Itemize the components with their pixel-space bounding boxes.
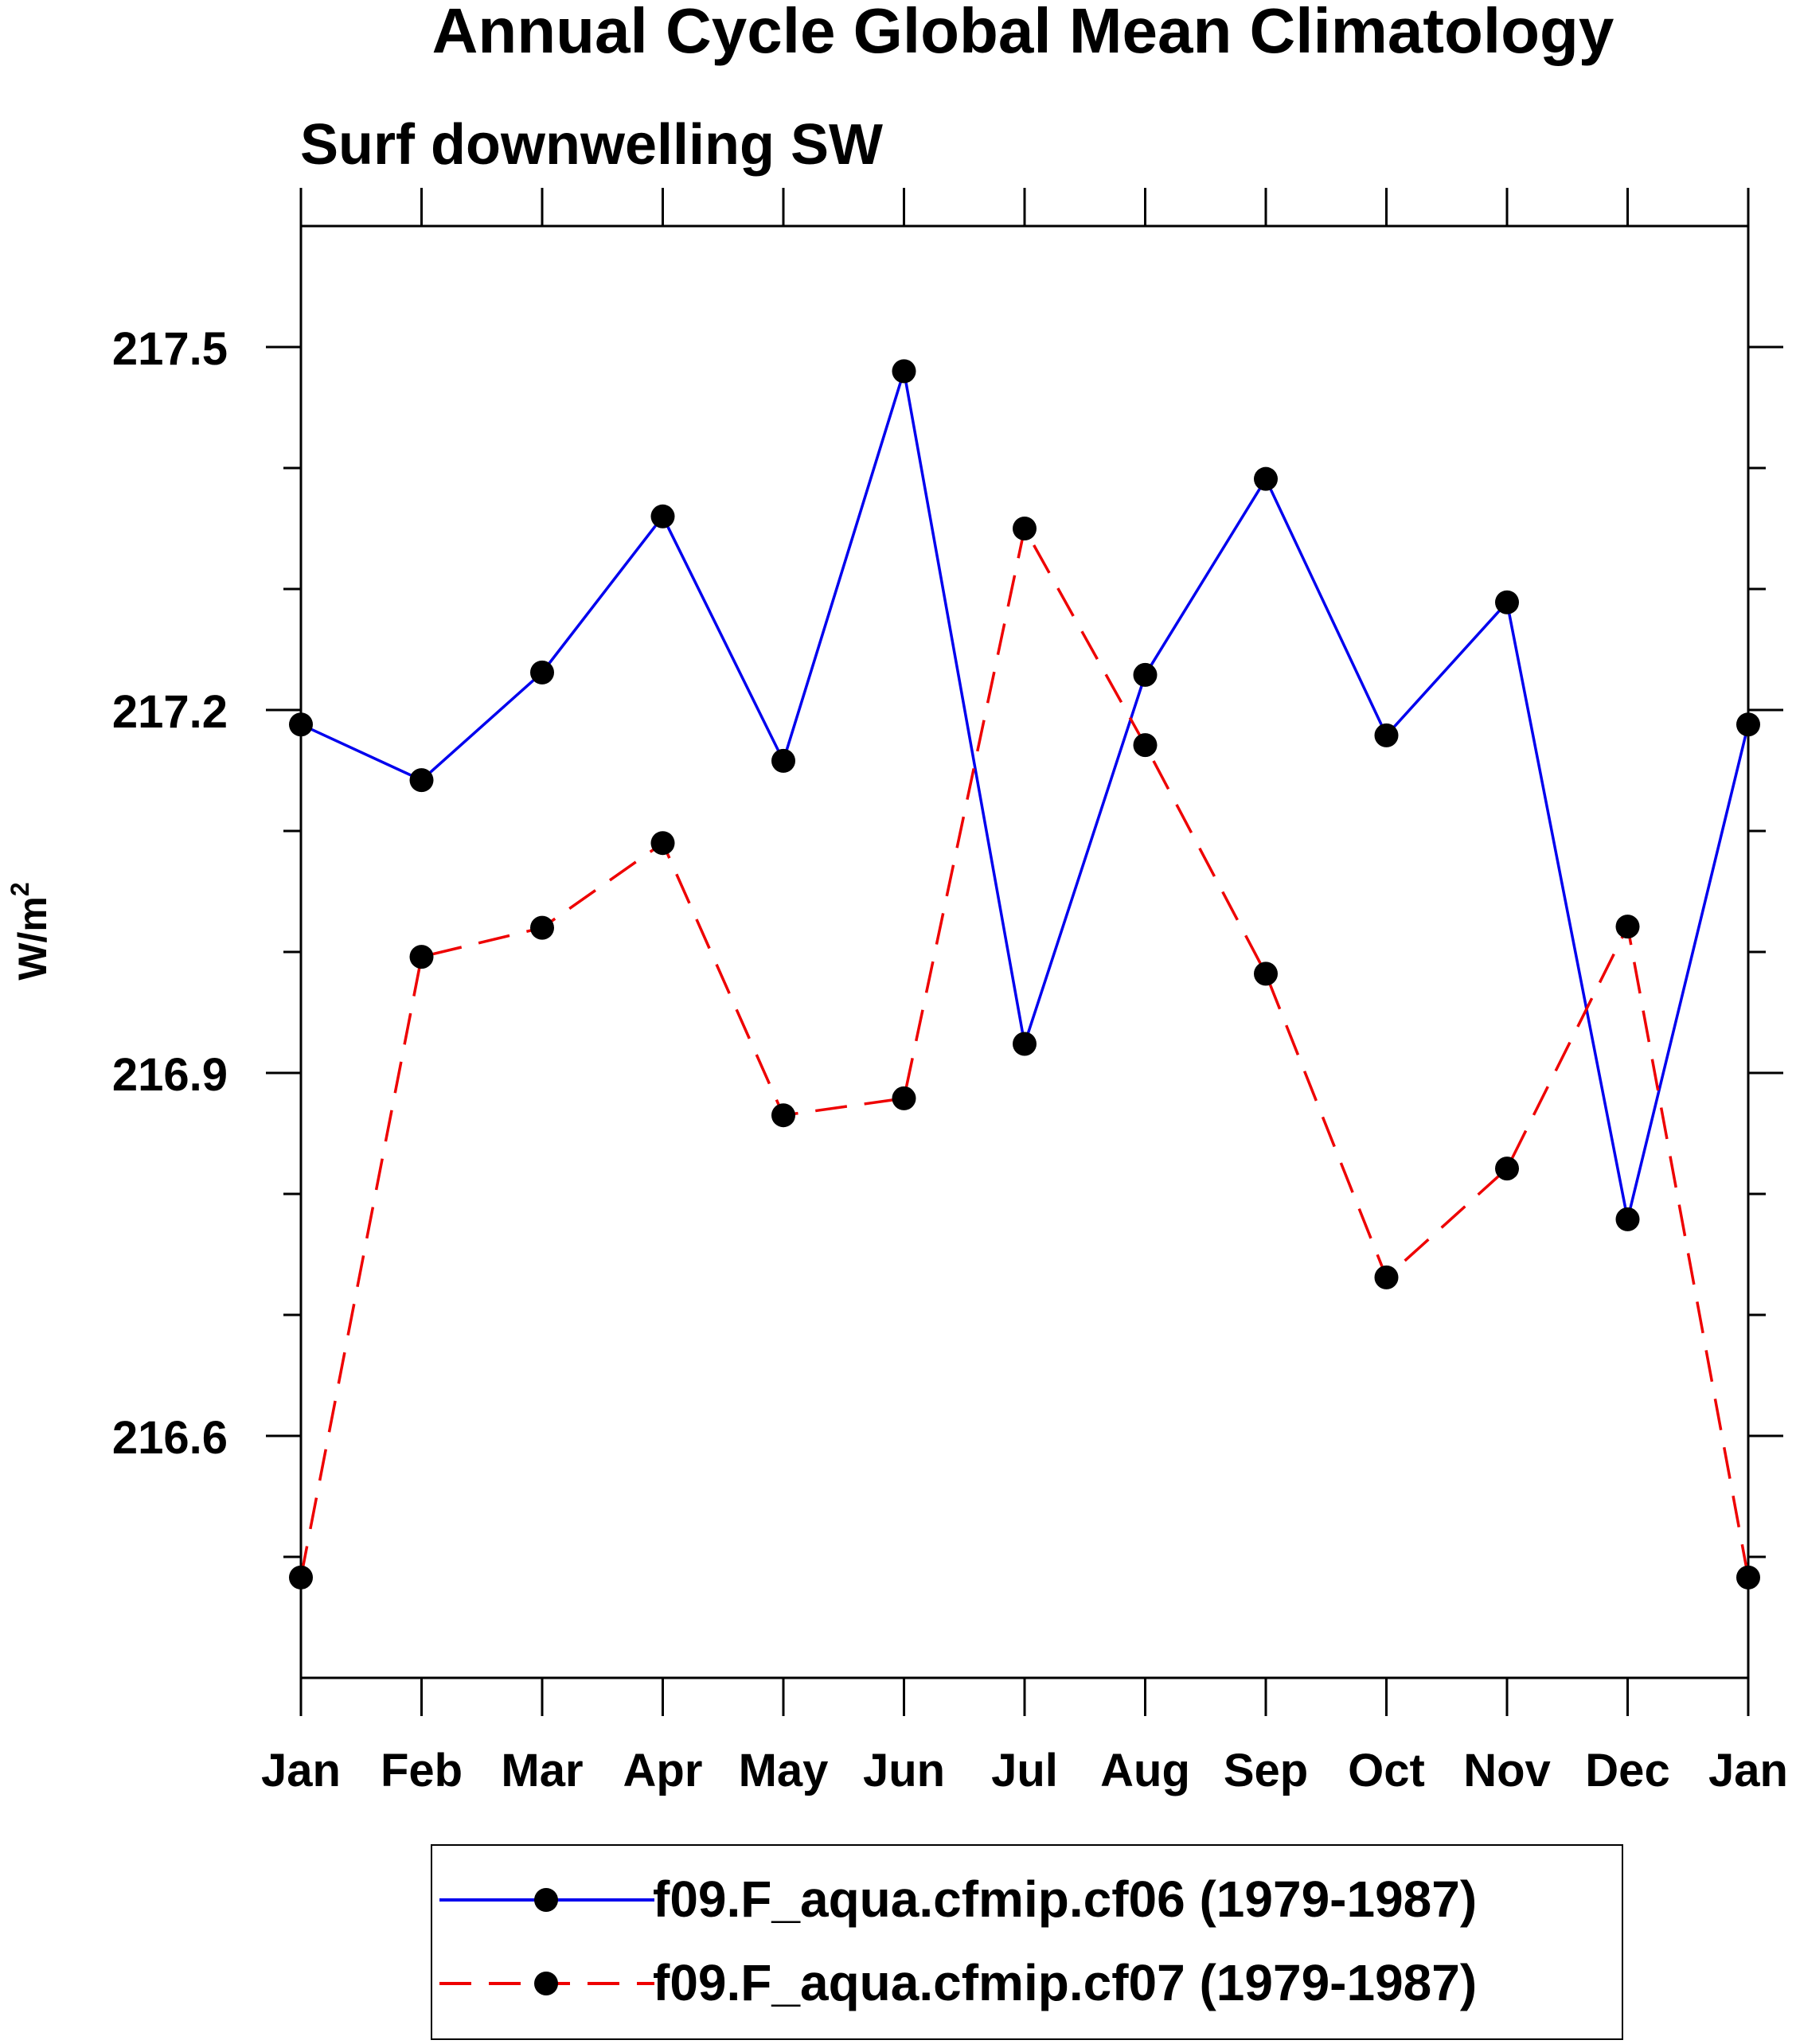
data-point-cf06 <box>1495 590 1519 614</box>
legend-label-cf06: f09.F_aqua.cfmip.cf06 (1979-1987) <box>653 1870 1477 1928</box>
x-tick-labels: Jan Feb Mar Apr May Jun Jul Aug Sep Oct Nov Dec Jan <box>261 1745 1788 1796</box>
data-point-cf07 <box>1736 1565 1760 1590</box>
legend-marker-cf07 <box>534 1972 558 1995</box>
y-tick-labels: 216.6 216.9 217.2 217.5 <box>112 323 228 1464</box>
data-point-cf07 <box>289 1565 313 1590</box>
data-point-cf07 <box>892 1086 916 1110</box>
chart-subtitle: Surf downwelling SW <box>300 113 883 177</box>
data-point-cf07 <box>1374 1265 1399 1289</box>
y-tick-label: 216.6 <box>112 1412 228 1464</box>
data-point-cf06 <box>1615 1207 1640 1231</box>
legend-marker-cf06 <box>534 1888 558 1912</box>
x-tick-label: Feb <box>381 1745 463 1796</box>
data-point-cf07 <box>1013 517 1037 540</box>
x-tick-label: Dec <box>1585 1745 1669 1796</box>
data-point-cf06 <box>1013 1032 1037 1056</box>
data-point-cf06 <box>892 359 916 384</box>
y-tick-label: 216.9 <box>112 1049 228 1101</box>
data-point-cf06 <box>1374 723 1399 747</box>
legend-box <box>431 1844 1623 2040</box>
data-point-cf07 <box>1254 962 1278 986</box>
y-tick-label: 217.5 <box>112 323 228 375</box>
chart-title: Annual Cycle Global Mean Climatology <box>432 0 1614 66</box>
x-tick-label: Oct <box>1348 1745 1425 1796</box>
data-point-cf06 <box>1736 712 1760 737</box>
data-point-cf07 <box>409 945 434 969</box>
data-point-cf07 <box>1133 733 1158 758</box>
data-point-cf06 <box>650 504 675 529</box>
axis-ticks <box>266 188 1783 1716</box>
x-tick-label: Aug <box>1100 1745 1190 1796</box>
series-layer <box>289 359 1760 1590</box>
x-tick-label: Sep <box>1224 1745 1308 1796</box>
data-point-cf06 <box>1254 466 1278 491</box>
data-point-cf06 <box>771 748 795 773</box>
series-line-cf06 <box>300 370 1750 1220</box>
x-tick-label: Jan <box>261 1745 341 1796</box>
x-tick-label: Jan <box>1708 1745 1788 1796</box>
y-tick-label: 217.2 <box>112 686 228 738</box>
y-axis-label: W/m2 <box>6 882 55 980</box>
data-point-cf07 <box>530 915 554 940</box>
data-point-cf06 <box>530 660 554 685</box>
data-point-cf06 <box>289 712 313 737</box>
x-tick-label: Mar <box>501 1745 583 1796</box>
data-point-cf07 <box>771 1103 795 1128</box>
x-tick-label: Jul <box>991 1745 1058 1796</box>
data-point-cf07 <box>650 831 675 856</box>
x-tick-label: Jun <box>863 1745 945 1796</box>
data-point-cf07 <box>1495 1157 1519 1181</box>
legend-label-cf07: f09.F_aqua.cfmip.cf07 (1979-1987) <box>653 1954 1477 2011</box>
x-tick-label: Apr <box>623 1745 703 1796</box>
plot-frame <box>299 224 1750 1679</box>
x-tick-label: Nov <box>1463 1745 1551 1796</box>
x-tick-label: May <box>739 1745 829 1796</box>
data-point-cf06 <box>1133 662 1158 687</box>
data-point-cf06 <box>409 768 434 793</box>
data-point-cf07 <box>1615 915 1640 939</box>
